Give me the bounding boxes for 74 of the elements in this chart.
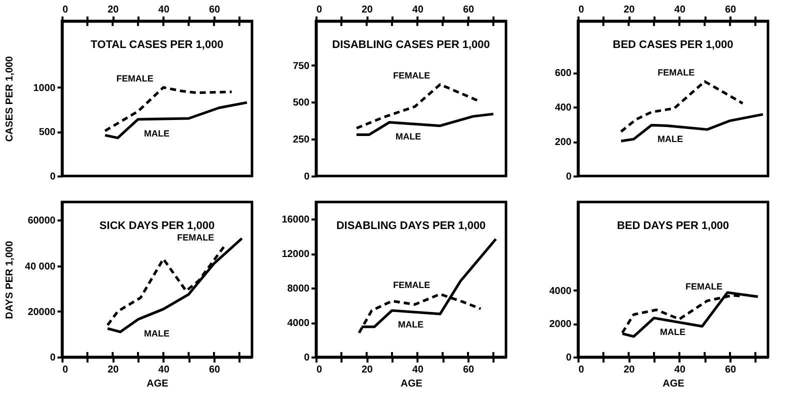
y-tick-label: 8000 [287, 284, 310, 295]
y-tick-label: 20000 [28, 306, 56, 318]
x-tick-label: 60 [462, 4, 474, 16]
series-label: MALE [144, 328, 170, 338]
series-label: MALE [395, 131, 421, 142]
x-tick-label: 0 [578, 364, 584, 376]
x-tick-label: 0 [316, 364, 322, 376]
line-series [104, 101, 248, 140]
x-tick-label: 40 [158, 4, 170, 16]
series-label: MALE [657, 134, 683, 144]
series-label: MALE [660, 327, 686, 337]
series-label: FEMALE [116, 73, 154, 84]
y-axis-title: CASES PER 1,000 [4, 56, 16, 142]
y-tick-label: 4000 [287, 318, 310, 330]
text: BED DAYS PER 1,000 [616, 220, 730, 232]
x-tick-label: 20 [108, 364, 120, 376]
y-tick-label: 0 [304, 352, 310, 364]
series-label: FEMALE [686, 281, 723, 292]
y-tick-label: 250 [292, 134, 310, 146]
y-tick-label: 750 [292, 60, 310, 72]
y-tick-label: 0 [304, 172, 310, 182]
y-tick-label: 200 [554, 137, 572, 148]
y-tick-label: 4000 [549, 286, 572, 297]
text: TOTAL CASES PER 1,000 [90, 39, 224, 51]
x-tick-label: 60 [208, 364, 220, 376]
y-axis-title: DAYS PER 1,000 [4, 240, 16, 320]
x-axis-title: AGE [146, 378, 169, 390]
x-tick-label: 40 [158, 364, 170, 376]
y-tick-label: 500 [38, 127, 56, 138]
series-label: FEMALE [658, 67, 695, 78]
series-label: FEMALE [393, 280, 430, 290]
x-tick-label: 20 [624, 364, 636, 376]
x-tick-label: 40 [674, 364, 686, 376]
x-tick-label: 60 [208, 4, 220, 16]
x-tick-label: 60 [724, 364, 736, 376]
series-label: MALE [144, 128, 170, 138]
x-tick-label: 20 [362, 364, 374, 376]
line-series [355, 83, 480, 130]
x-tick-label: 60 [724, 4, 736, 16]
text: DISABLING CASES PER 1,000 [332, 39, 490, 51]
y-tick-label: 12000 [282, 249, 310, 260]
text: SICK DAYS PER 1,000 [99, 220, 215, 232]
x-tick-label: 40 [412, 4, 424, 16]
text: DISABLING DAYS PER 1,000 [336, 220, 486, 232]
x-tick-label: 40 [412, 364, 424, 376]
y-tick-label: 0 [50, 352, 56, 364]
y-tick-label: 40 000 [24, 261, 56, 272]
y-tick-label: 600 [554, 68, 572, 80]
x-axis-title: AGE [662, 378, 685, 390]
text: BED CASES PER 1,000 [612, 39, 734, 51]
x-tick-label: 60 [462, 364, 474, 376]
x-tick-label: 0 [578, 4, 584, 16]
x-tick-label: 0 [62, 4, 68, 16]
y-tick-label: 60000 [28, 216, 56, 227]
y-tick-label: 1000 [33, 82, 56, 94]
y-tick-label: 0 [50, 172, 56, 182]
x-tick-label: 20 [108, 4, 120, 16]
x-axis-title: AGE [400, 378, 423, 390]
line-series [620, 80, 744, 133]
x-tick-label: 40 [674, 4, 686, 16]
y-tick-label: 0 [566, 352, 572, 364]
y-tick-label: 500 [292, 98, 310, 109]
x-tick-label: 0 [316, 4, 322, 16]
series-label: FEMALE [393, 70, 430, 80]
x-tick-label: 0 [62, 364, 68, 376]
series-label: FEMALE [177, 232, 214, 242]
line-series [620, 113, 764, 142]
y-tick-label: 400 [554, 102, 572, 114]
y-tick-label: 2000 [549, 319, 572, 330]
series-label: MALE [398, 320, 424, 330]
x-tick-label: 20 [362, 4, 374, 16]
y-tick-label: 0 [566, 172, 572, 182]
x-tick-label: 20 [624, 4, 636, 16]
y-tick-label: 16000 [282, 214, 310, 226]
